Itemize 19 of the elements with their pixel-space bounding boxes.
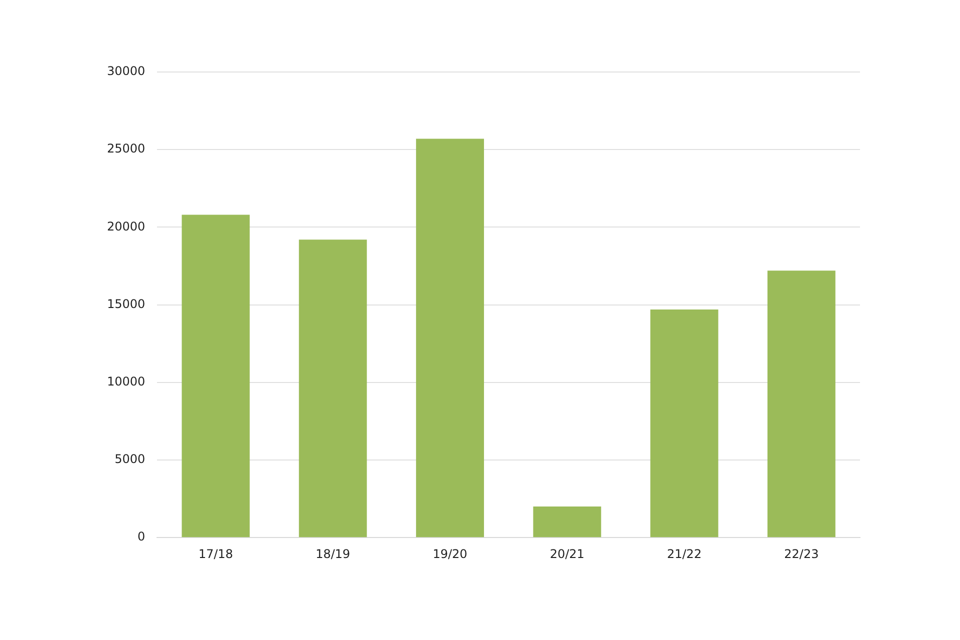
bar [767,270,836,538]
y-tick-label: 20000 [106,219,146,234]
bar [298,240,367,538]
y-tick-label: 5000 [114,452,146,466]
bar [182,214,250,538]
y-tick-label: 30000 [106,64,146,78]
y-tick-label: 0 [138,530,146,544]
bar [416,138,484,538]
y-tick-label: 10000 [106,374,146,389]
x-tick-label: 18/19 [316,546,350,561]
x-tick-label: 21/22 [666,546,702,561]
x-tick-label: 19/20 [432,546,468,561]
bar [650,309,718,538]
x-tick-label: 22/23 [784,546,819,561]
x-tick-label: 20/21 [550,546,584,561]
bar [533,506,602,538]
x-tick-label: 17/18 [198,546,234,561]
y-tick-label: 15000 [106,296,146,311]
y-tick-label: 25000 [106,142,146,156]
